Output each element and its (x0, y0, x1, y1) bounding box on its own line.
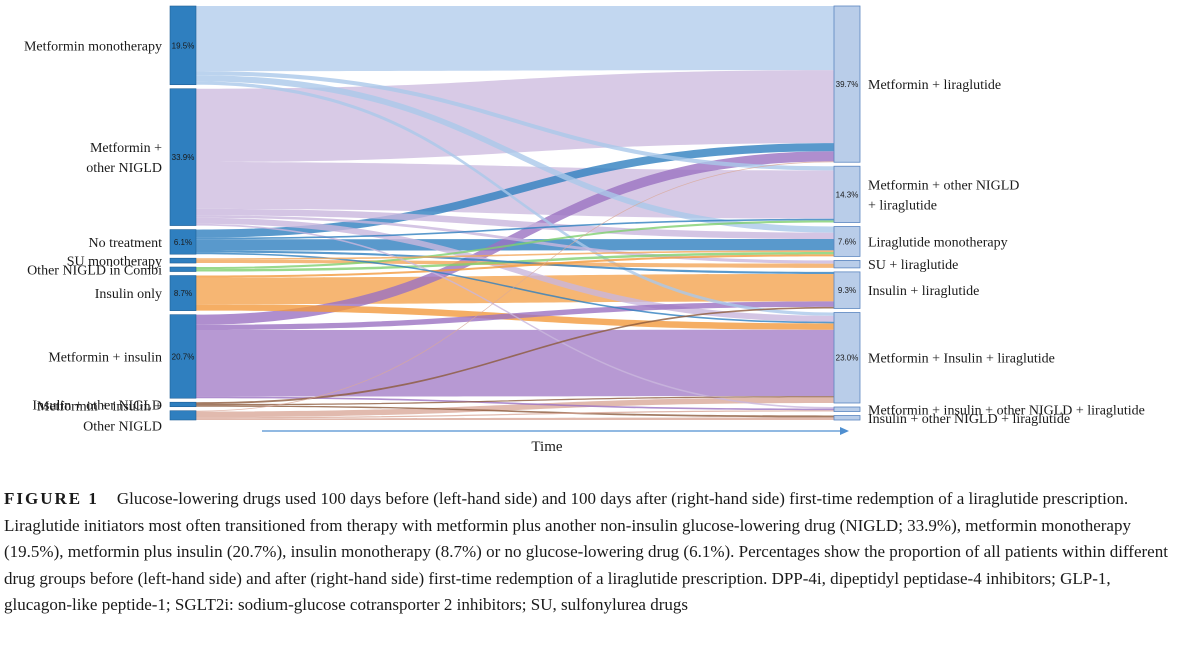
flow-L_su-to-R_liramono (196, 250, 834, 260)
flow-L_ins-to-R_liramono (196, 254, 834, 278)
node-value-R_metnigldlira: 14.3% (836, 190, 859, 199)
node-label-L_su-0: SU monotherapy (67, 255, 162, 270)
node-R_metnigldlira (833, 165, 861, 223)
node-value-L_metnigld: 33.9% (172, 153, 195, 162)
node-value-L_none: 6.1% (174, 238, 192, 247)
flow-L_insnigld-to-R_metinslira (196, 396, 834, 406)
flow-L_metins-to-R_metinslira (196, 329, 834, 397)
node-label-L_metinsnigld-1: Other NIGLD (83, 419, 162, 434)
flow-L_su-to-R_sulira (196, 259, 834, 268)
label-layer: Metformin monotherapy Metformin + other NI… (24, 39, 1145, 434)
flow-L_metinsnigld-to-R_metinslira (196, 397, 834, 418)
time-axis-arrowhead (840, 427, 849, 435)
node-L_metnigld (169, 88, 197, 226)
node-label-L_metnigld-1: other NIGLD (86, 161, 162, 176)
flow-L_other-to-R_metnigldlira (196, 220, 834, 270)
caption-text: Glucose-lowering drugs used 100 days bef… (4, 489, 1168, 614)
node-value-R_metlira: 39.7% (836, 80, 859, 89)
node-label-R_metinsniglira-0: Metformin + insulin + other NIGLD + lira… (868, 403, 1145, 418)
node-label-R_liramono-0: Liraglutide monotherapy (868, 235, 1008, 250)
node-label-L_mono-0: Metformin monotherapy (24, 39, 162, 54)
node-R_liramono (833, 226, 861, 257)
node-R_metinsniglira (833, 406, 861, 412)
node-label-R_insniglira-0: Insulin + other NIGLD + liraglutide (868, 412, 1070, 427)
node-label-L_ins-0: Insulin only (95, 287, 162, 302)
node-L_su (169, 257, 197, 264)
node-label-R_metinslira-0: Metformin + Insulin + liraglutide (868, 352, 1055, 367)
node-label-R_inslira-0: Insulin + liraglutide (868, 284, 979, 299)
node-L_ins (169, 275, 197, 311)
flow-L_mono-to-R_metlira (196, 6, 834, 72)
node-label-R_metnigldlira-1: + liraglutide (868, 198, 937, 213)
flow-L_metinsnigld-to-R_insniglira (196, 417, 834, 420)
figure-label: FIGURE 1 (4, 489, 99, 508)
node-label-R_metnigldlira-0: Metformin + other NIGLD (868, 178, 1019, 193)
node-L_none (169, 229, 197, 255)
node-value-R_metinslira: 23.0% (836, 354, 859, 363)
node-value-R_inslira: 9.3% (838, 286, 856, 295)
node-label-R_sulira-0: SU + liraglutide (868, 258, 958, 273)
flow-L_metnigld-to-R_metinslira (196, 217, 834, 322)
flow-L_none-to-R_inslira (196, 250, 834, 274)
flow-L_metinsnigld-to-R_metinsniglira (196, 410, 834, 419)
flow-layer (196, 6, 834, 420)
node-label-L_metnigld-0: Metformin + (90, 141, 162, 156)
node-L_insnigld (169, 401, 197, 408)
node-value-L_metins: 20.7% (172, 352, 195, 361)
node-R_sulira (833, 260, 861, 269)
node-label-L_insnigld-0: Insulin + other NIGLD (32, 398, 162, 413)
node-L_mono (169, 5, 197, 86)
node-value-L_mono: 19.5% (172, 41, 195, 50)
node-L_metins (169, 314, 197, 399)
node-R_metlira (833, 5, 861, 163)
flow-L_metnigld-to-R_sulira (196, 215, 834, 264)
node-label-L_none-0: No treatment (89, 236, 163, 251)
flow-L_none-to-R_metnigldlira (196, 218, 834, 240)
flow-L_mono-to-R_liramono (196, 75, 834, 233)
node-label-L_other-0: Other NIGLD in Combi (27, 263, 162, 278)
node-label-R_metlira-0: Metformin + liraglutide (868, 78, 1001, 93)
node-value-L_ins: 8.7% (174, 289, 192, 298)
flow-L_mono-to-R_metinslira (196, 81, 834, 316)
flow-L_none-to-R_metinslira (196, 252, 834, 324)
x-axis-label: Time (531, 439, 562, 455)
figure-caption: FIGURE 1 Glucose-lowering drugs used 100 … (4, 486, 1176, 619)
node-label-L_metins-0: Metformin + insulin (48, 350, 162, 365)
flow-L_metinsnigld-to-R_metlira (196, 161, 834, 412)
flow-L_insnigld-to-R_inslira (196, 306, 834, 405)
node-value-R_liramono: 7.6% (838, 237, 856, 246)
node-R_metinslira (833, 312, 861, 404)
node-R_insniglira (833, 415, 861, 421)
node-label-L_metinsnigld-0: Metformin + insulin + (37, 399, 162, 414)
flow-L_metnigld-to-R_metinsniglira (196, 223, 834, 409)
flow-L_metnigld-to-R_liramono (196, 208, 834, 240)
flow-L_metins-to-R_metinsniglira (196, 396, 834, 411)
flow-L_none-to-R_metlira (196, 143, 834, 238)
time-axis: Time (262, 427, 849, 455)
node-R_inslira (833, 271, 861, 309)
flow-L_insnigld-to-R_insniglira (196, 405, 834, 418)
flow-L_mono-to-R_metnigldlira (196, 71, 834, 171)
node-layer: 19.5% 33.9% 6.1% 8.7% 20.7% 39.7% 14.3% 7.6% 9.3… (169, 5, 861, 421)
node-L_metinsnigld (169, 410, 197, 421)
node-L_other (169, 266, 197, 272)
flow-L_ins-to-R_inslira (196, 273, 834, 305)
sankey-chart: 19.5% 33.9% 6.1% 8.7% 20.7% 39.7% 14.3% 7.6% 9.3… (24, 5, 1145, 455)
